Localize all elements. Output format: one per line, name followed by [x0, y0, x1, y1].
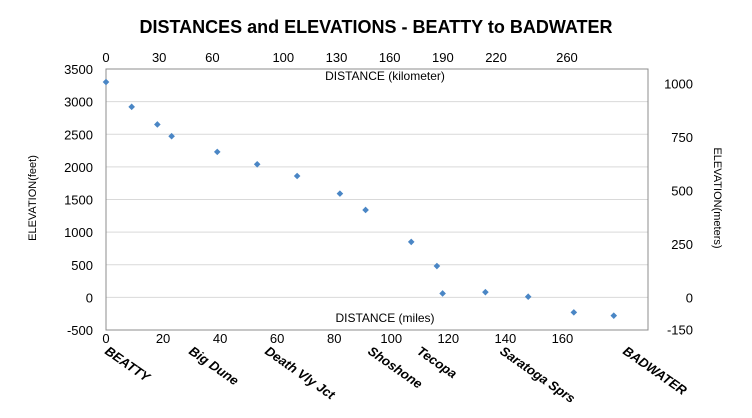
x-tick-label-1: 20	[156, 331, 170, 346]
data-point-10	[433, 262, 441, 270]
data-point-4	[213, 148, 221, 156]
data-point-0	[102, 78, 110, 86]
y-tick-label-0: -500	[67, 323, 93, 338]
x-tick-label-6: 120	[437, 331, 459, 346]
place-label-6: BADWATER	[620, 343, 690, 398]
x2-tick-label-8: 260	[556, 50, 578, 65]
place-label-3: Shoshone	[365, 343, 425, 391]
data-point-1	[128, 103, 135, 111]
data-point-6	[293, 172, 301, 180]
y2-tick-labels: -150 0 250 500 750 1000	[664, 76, 693, 337]
y-tick-label-6: 2500	[64, 127, 93, 142]
x-tick-label-7: 140	[495, 331, 517, 346]
x2-tick-label-2: 60	[205, 50, 219, 65]
x-tick-label-2: 40	[213, 331, 227, 346]
x2-tick-label-3: 100	[272, 50, 294, 65]
x2-tick-label-7: 220	[485, 50, 507, 65]
y-tick-labels: -500 0 500 1000 1500 2000 2500 3000 3500	[64, 62, 93, 338]
x-tick-labels: 0 20 40 60 80 100 120 140 160	[102, 331, 573, 346]
y-tick-label-5: 2000	[64, 160, 93, 175]
place-label-0: BEATTY	[102, 343, 153, 385]
y-tick-label-7: 3000	[64, 95, 93, 110]
y-tick-label-4: 1500	[64, 193, 93, 208]
data-point-2	[154, 121, 161, 128]
x-tick-label-8: 160	[552, 331, 574, 346]
y-axis-title: ELEVATION(feet)	[27, 155, 39, 241]
data-point-9	[407, 238, 415, 246]
x2-tick-label-5: 160	[379, 50, 401, 65]
plot-frame	[105, 68, 649, 331]
x-axis-title: DISTANCE (miles)	[335, 311, 434, 325]
place-labels: BEATTY Big Dune Death Vly Jct ShoshoneTecop…	[102, 343, 690, 406]
data-point-3	[168, 132, 175, 140]
y-tick-label-3: 1000	[64, 225, 93, 240]
chart-title: DISTANCES and ELEVATIONS - BEATTY to BAD…	[139, 17, 612, 37]
y2-tick-label-5: 1000	[664, 76, 693, 91]
y2-tick-label-2: 250	[671, 237, 693, 252]
place-label-2: Death Vly Jct	[262, 343, 338, 403]
x2-tick-label-6: 190	[432, 50, 454, 65]
data-point-13	[524, 293, 532, 301]
y2-tick-label-1: 0	[686, 290, 693, 305]
place-label-5: Saratoga Sprs	[497, 343, 578, 406]
data-point-11	[439, 290, 446, 297]
data-points	[102, 78, 618, 319]
y-tick-label-1: 0	[86, 290, 93, 305]
x2-tick-label-4: 130	[326, 50, 348, 65]
x2-tick-labels: 0 30 60 100 130 160 190 220 260	[102, 50, 577, 65]
y-tick-label-8: 3500	[64, 62, 93, 77]
x2-tick-label-1: 30	[152, 50, 166, 65]
x-tick-label-0: 0	[102, 331, 109, 346]
y2-tick-label-3: 500	[671, 183, 693, 198]
data-point-5	[253, 160, 261, 168]
data-point-15	[610, 312, 618, 319]
grid-layer	[106, 68, 648, 331]
data-point-8	[362, 206, 369, 214]
data-point-7	[336, 190, 344, 197]
y2-tick-label-0: -150	[667, 322, 693, 337]
data-point-14	[570, 309, 578, 316]
place-label-1: Big Dune	[186, 343, 241, 388]
x-tick-label-5: 100	[380, 331, 402, 346]
y2-tick-label-4: 750	[671, 130, 693, 145]
x-tick-label-3: 60	[270, 331, 284, 346]
x-tick-label-4: 80	[327, 331, 341, 346]
y-tick-label-2: 500	[71, 258, 93, 273]
x2-tick-label-0: 0	[102, 50, 109, 65]
data-point-12	[482, 288, 489, 296]
x2-axis-title: DISTANCE (kilometer)	[325, 69, 445, 83]
y2-axis-title: ELEVATION(meters)	[711, 147, 723, 248]
